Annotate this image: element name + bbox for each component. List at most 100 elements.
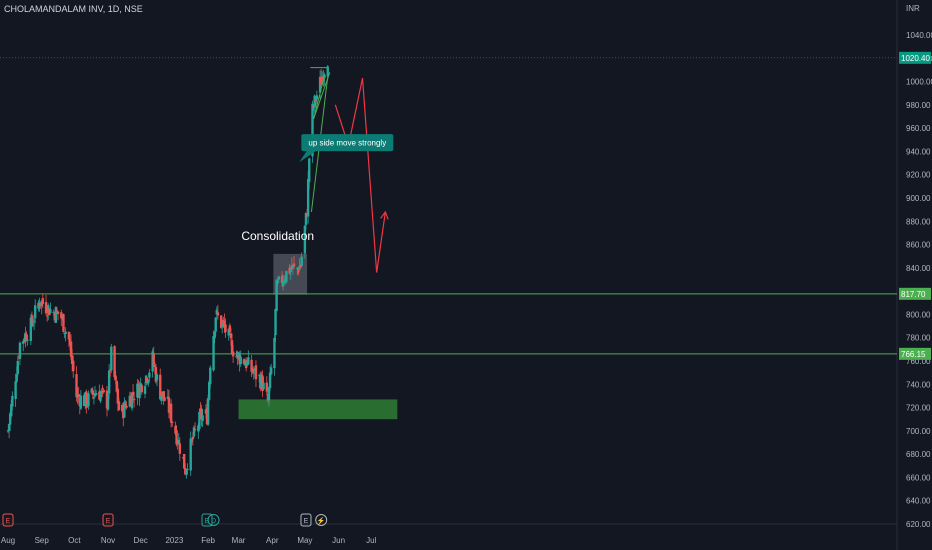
candle-body <box>154 367 158 382</box>
candle-body <box>274 308 277 335</box>
candle-body <box>160 395 163 401</box>
event-marker-symbol: D <box>211 518 216 525</box>
candle-body <box>54 307 58 323</box>
y-tick-label: 920.00 <box>906 171 931 180</box>
y-tick-label: 620.00 <box>906 520 931 529</box>
candle-body <box>69 341 73 357</box>
candle-body <box>56 311 60 314</box>
candle-body <box>110 346 113 371</box>
candle-body <box>221 322 224 327</box>
y-tick-label: 780.00 <box>906 334 931 343</box>
candle-body <box>298 266 301 270</box>
candle-body <box>107 370 111 394</box>
event-marker <box>102 513 114 527</box>
candle-body <box>153 365 157 368</box>
candle-body <box>113 346 116 378</box>
trend-line <box>313 75 325 119</box>
candle-body <box>231 351 235 357</box>
level-price-tag <box>899 287 931 300</box>
candle-body <box>207 381 211 400</box>
y-tick-label: 860.00 <box>906 241 931 250</box>
candle-body <box>64 331 67 334</box>
candle-body <box>32 320 36 323</box>
candle-body <box>10 404 13 417</box>
candle-body <box>87 393 90 407</box>
candle-body <box>229 333 233 339</box>
candle-body <box>212 336 215 371</box>
candle-body <box>185 469 188 475</box>
candle-body <box>62 314 65 332</box>
candle-body <box>175 430 178 445</box>
candle-body <box>70 355 74 365</box>
candle-body <box>44 302 48 314</box>
x-tick-label: Sep <box>35 536 50 545</box>
symbol-header: CHOLAMANDALAM INV, 1D, NSE <box>4 4 143 14</box>
y-tick-label: 640.00 <box>906 497 931 506</box>
candle-body <box>190 438 193 442</box>
candle-body <box>163 397 166 401</box>
projection-arrowhead <box>380 210 389 220</box>
y-tick-label: 740.00 <box>906 380 931 389</box>
candle-body <box>148 372 151 378</box>
candle-body <box>132 398 136 400</box>
candle-body <box>100 390 103 394</box>
candle-body <box>297 268 300 273</box>
x-tick-label: Dec <box>134 536 148 545</box>
x-tick-label: Nov <box>101 536 115 545</box>
candle-body <box>45 315 49 317</box>
candle-body <box>192 427 196 437</box>
candle-body <box>228 325 232 332</box>
candle-body <box>198 411 201 429</box>
y-tick-label: 760.00 <box>906 357 931 366</box>
event-marker-symbol: E <box>106 518 111 525</box>
candle-body <box>92 396 96 399</box>
y-tick-label: 940.00 <box>906 147 931 156</box>
candle-body <box>72 360 75 372</box>
x-tick-label: Aug <box>1 536 15 545</box>
candle-body <box>77 394 80 398</box>
candle-body <box>41 298 44 305</box>
candle-body <box>223 320 226 327</box>
candle-body <box>258 375 261 377</box>
x-tick-label: 2023 <box>165 536 183 545</box>
candle-body <box>106 394 110 410</box>
y-tick-label: 1000.00 <box>906 78 932 87</box>
candle-body <box>174 425 177 434</box>
candle-body <box>116 388 120 404</box>
candle-body <box>213 331 216 339</box>
y-tick-label: 900.00 <box>906 194 931 203</box>
candle-body <box>300 256 303 266</box>
candle-body <box>291 265 295 268</box>
x-tick-label: Mar <box>232 536 246 545</box>
candle-body <box>299 265 302 268</box>
level-price-label: 817.70 <box>901 290 926 299</box>
candle-body <box>200 409 203 420</box>
candle-body <box>94 393 98 396</box>
candle-body <box>230 340 234 354</box>
candle-body <box>177 440 180 445</box>
y-tick-label: 700.00 <box>906 427 931 436</box>
projection-path <box>334 77 386 273</box>
candle-body <box>242 359 246 364</box>
trend-line <box>313 72 331 119</box>
candle-body <box>115 380 118 392</box>
candle-body <box>215 309 218 315</box>
candle-body <box>123 401 126 418</box>
candle-body <box>296 267 299 269</box>
candle-body <box>147 379 150 384</box>
candle-body <box>29 317 33 341</box>
candle-body <box>91 390 95 396</box>
candle-body <box>281 281 285 287</box>
candle-body <box>138 384 141 399</box>
callout-box <box>301 134 394 152</box>
callout-text: up side move strongly <box>308 139 386 148</box>
candle-body <box>31 324 35 326</box>
event-marker-symbol: E <box>205 518 210 525</box>
candle-body <box>117 401 121 411</box>
callout-pointer <box>299 150 318 163</box>
candle-body <box>7 423 11 431</box>
candle-body <box>162 391 165 399</box>
candle-body <box>303 225 307 254</box>
